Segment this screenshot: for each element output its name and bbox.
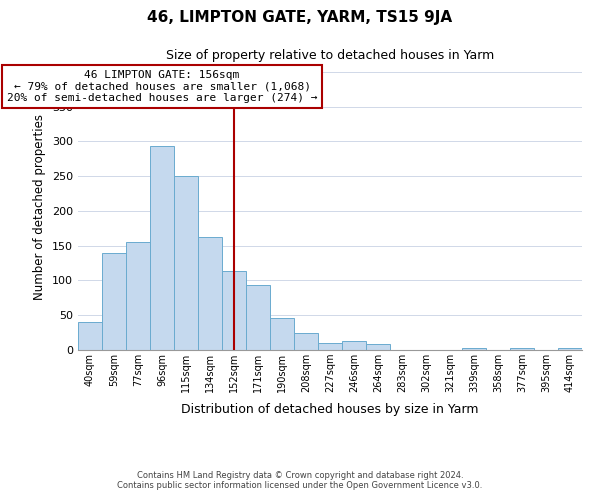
Bar xyxy=(342,341,366,350)
Text: Contains HM Land Registry data © Crown copyright and database right 2024.
Contai: Contains HM Land Registry data © Crown c… xyxy=(118,470,482,490)
Text: 46, LIMPTON GATE, YARM, TS15 9JA: 46, LIMPTON GATE, YARM, TS15 9JA xyxy=(148,10,452,25)
Bar xyxy=(462,348,486,350)
Y-axis label: Number of detached properties: Number of detached properties xyxy=(34,114,46,300)
Bar xyxy=(294,332,318,350)
Bar xyxy=(318,343,342,350)
Bar xyxy=(102,252,126,350)
Bar xyxy=(174,176,198,350)
Bar xyxy=(78,322,102,350)
Bar xyxy=(126,242,150,350)
Bar xyxy=(198,238,222,350)
Bar xyxy=(558,348,582,350)
X-axis label: Distribution of detached houses by size in Yarm: Distribution of detached houses by size … xyxy=(181,404,479,416)
Bar xyxy=(246,286,270,350)
Bar xyxy=(222,272,246,350)
Bar xyxy=(366,344,390,350)
Bar xyxy=(270,318,294,350)
Bar xyxy=(510,348,534,350)
Bar xyxy=(150,146,174,350)
Title: Size of property relative to detached houses in Yarm: Size of property relative to detached ho… xyxy=(166,50,494,62)
Text: 46 LIMPTON GATE: 156sqm
← 79% of detached houses are smaller (1,068)
20% of semi: 46 LIMPTON GATE: 156sqm ← 79% of detache… xyxy=(7,70,317,103)
